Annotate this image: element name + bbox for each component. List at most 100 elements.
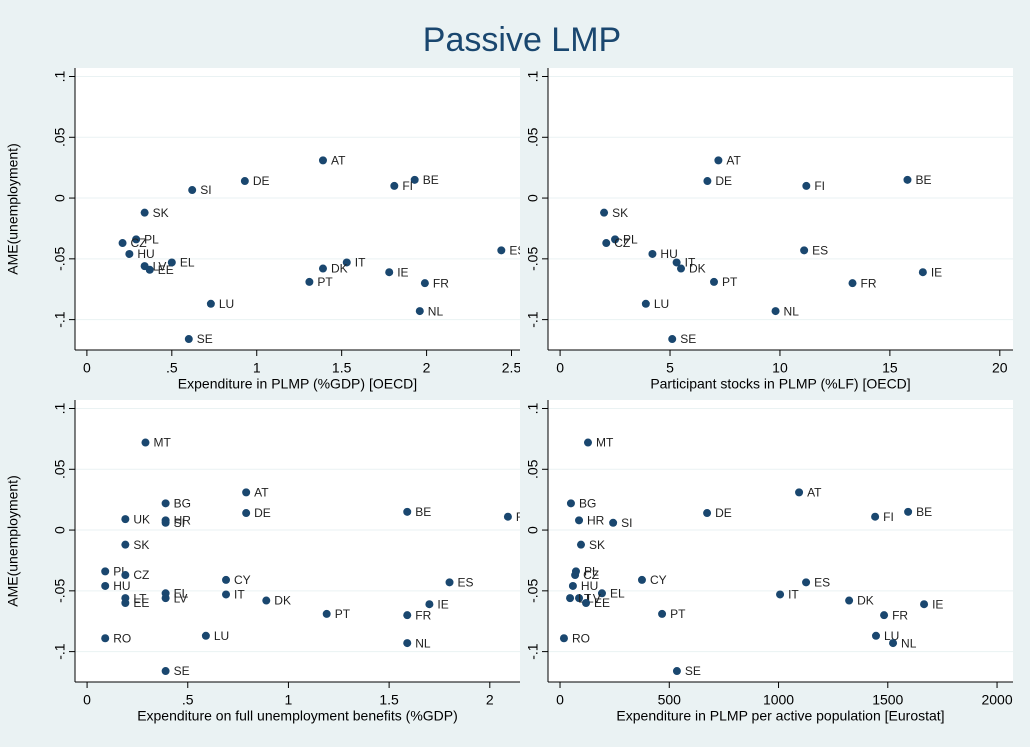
x-tick-label: 0 (83, 692, 91, 708)
point (800, 246, 809, 255)
point-label: AT (807, 486, 822, 500)
point-label: PT (335, 607, 351, 621)
point (161, 499, 170, 508)
point (571, 571, 580, 580)
point-label: SK (612, 206, 628, 220)
point-label: IE (437, 597, 448, 611)
x-tick-label: 1.5 (332, 360, 352, 376)
y-tick-label: .1 (525, 402, 541, 414)
panel: -.1 -.05 0 .05 .1 0 .5 1 1.5 2 Expenditure on full… (0, 398, 523, 742)
point (121, 515, 130, 524)
point (445, 578, 454, 587)
point (609, 518, 618, 527)
point-label: HU (660, 247, 677, 261)
point (880, 611, 889, 620)
y-tick-label: 0 (52, 194, 68, 202)
point (566, 594, 575, 603)
x-tick-label: 1 (253, 360, 261, 376)
point-label: SI (621, 516, 632, 530)
main-title: Passive LMP (423, 21, 621, 59)
point-label: FR (861, 276, 877, 290)
point (425, 600, 434, 609)
point (703, 177, 712, 186)
point-label: NL (901, 636, 917, 650)
point-label: DK (689, 262, 706, 276)
x-tick-label: 0 (556, 692, 564, 708)
x-tick-label: 1000 (763, 692, 794, 708)
point-label: RO (113, 631, 131, 645)
point-label: NL (784, 304, 800, 318)
point-label: DE (715, 506, 732, 520)
point-label: FI (814, 179, 825, 193)
point (582, 598, 591, 607)
point-label: IT (355, 256, 366, 270)
point (503, 512, 512, 521)
point-label: LT (133, 591, 147, 605)
point-label: DK (331, 262, 348, 276)
y-tick-label: -.1 (52, 643, 68, 660)
point (575, 594, 584, 603)
point (240, 177, 249, 186)
point-label: DE (715, 174, 732, 188)
plot-region (548, 68, 1013, 350)
point (184, 335, 193, 344)
point (566, 499, 575, 508)
point-label: SK (153, 206, 169, 220)
point-label: HU (581, 579, 598, 593)
point (403, 611, 412, 620)
point-label: BG (174, 496, 191, 510)
point (903, 175, 912, 184)
point (161, 518, 170, 527)
plot-region (75, 68, 520, 350)
point (583, 438, 592, 447)
point-label: PT (722, 275, 738, 289)
point-label: SI (200, 183, 211, 197)
point (602, 239, 611, 248)
point (600, 208, 609, 217)
point (201, 631, 210, 640)
y-tick-label: .05 (52, 127, 68, 147)
x-tick-label: 15 (882, 360, 898, 376)
point (403, 507, 412, 516)
point (410, 175, 419, 184)
point-label: ES (458, 575, 474, 589)
point (795, 488, 804, 497)
point (709, 277, 718, 286)
point-label: EE (133, 596, 149, 610)
point-label: F (516, 510, 523, 524)
point (188, 186, 197, 195)
y-axis-title: AME(unemployment) (5, 475, 21, 607)
point (776, 590, 785, 599)
point (140, 208, 149, 217)
point-label: ES (814, 575, 830, 589)
point-label: AT (331, 154, 346, 168)
point (125, 249, 134, 258)
point-label: HU (113, 579, 130, 593)
panel: -.1 -.05 0 .05 .1 0 500 1000 1500 2000 Expenditure… (520, 398, 1030, 742)
point-label: FI (402, 179, 413, 193)
point-label: ES (812, 243, 828, 257)
point-label: FR (892, 608, 908, 622)
point-label: EE (158, 263, 174, 277)
point (101, 634, 110, 643)
x-tick-label: 1500 (872, 692, 903, 708)
y-tick-label: 0 (52, 526, 68, 534)
point (871, 631, 880, 640)
point (648, 249, 657, 258)
point (222, 590, 231, 599)
point-label: SK (589, 538, 605, 552)
point-label: BE (415, 505, 431, 519)
point-label: IE (931, 265, 942, 279)
point-label: IT (788, 588, 799, 602)
point-label: AT (254, 486, 269, 500)
point-label: SI (174, 516, 185, 530)
point-label: LU (214, 629, 229, 643)
point (101, 581, 110, 590)
point (206, 299, 215, 308)
point-label: PT (317, 275, 333, 289)
point-label: SE (197, 332, 213, 346)
point-label: SE (174, 664, 190, 678)
point-label: PL (584, 565, 599, 579)
point (568, 581, 577, 590)
